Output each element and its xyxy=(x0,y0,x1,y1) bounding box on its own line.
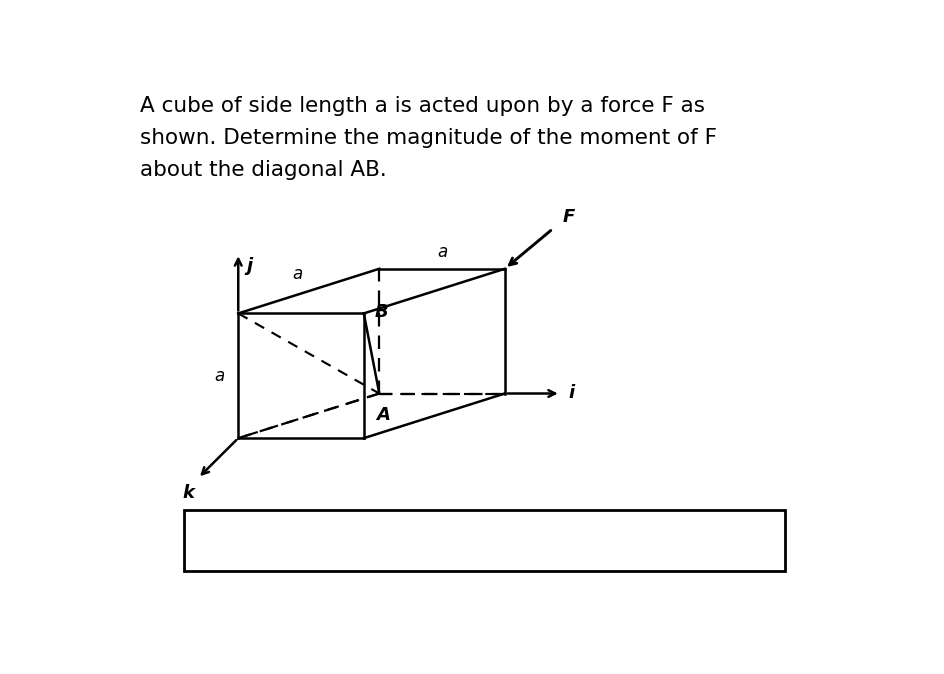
Text: F: F xyxy=(562,208,574,226)
Text: a: a xyxy=(436,243,447,261)
Text: a: a xyxy=(214,367,224,385)
Text: a: a xyxy=(293,266,303,283)
Text: B: B xyxy=(374,303,388,321)
Text: shown. Determine the magnitude of the moment of F: shown. Determine the magnitude of the mo… xyxy=(140,128,716,148)
Text: A cube of side length a is acted upon by a force F as: A cube of side length a is acted upon by… xyxy=(140,96,704,115)
Text: j: j xyxy=(245,257,252,275)
Text: about the diagonal AB.: about the diagonal AB. xyxy=(140,160,386,180)
Text: A: A xyxy=(376,406,390,424)
Text: i: i xyxy=(567,384,574,402)
Text: k: k xyxy=(182,485,194,502)
FancyBboxPatch shape xyxy=(184,510,784,572)
